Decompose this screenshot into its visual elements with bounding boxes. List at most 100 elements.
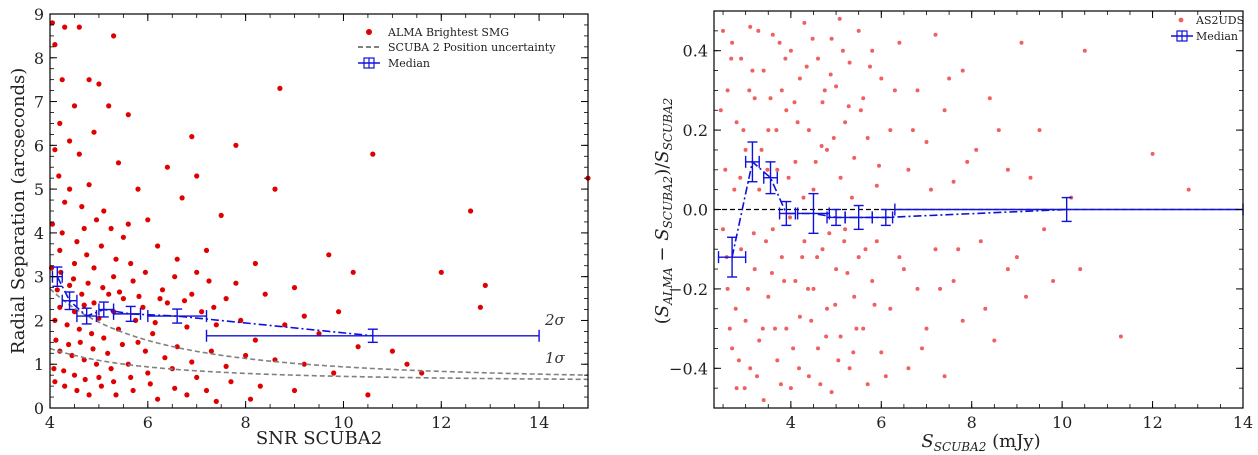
left-data-point [84,252,90,258]
left-data-point [194,374,200,380]
svg-text:SSCUBA2 (mJy): SSCUBA2 (mJy) [921,431,1040,454]
right-data-point [865,382,870,387]
right-data-point [978,239,983,244]
left-data-point [468,208,474,214]
right-data-point [870,48,875,53]
left-data-point [147,381,153,387]
right-data-point [829,390,834,395]
right-data-point [822,88,827,93]
right-data-point [840,48,845,53]
right-data-point [888,306,893,311]
right-data-point [745,286,750,291]
left-data-point [76,151,82,157]
right-data-point [827,231,832,236]
left-data-point [120,296,126,302]
right-data-point [865,136,870,140]
right-chart: 4 6 8 10 12 14 −0.4 −0.2 0.0 0.2 0.4 SSCUBA2 (mJy)… [652,10,1253,454]
right-data-point [987,96,992,101]
left-data-point [57,304,63,310]
right-data-point [996,128,1001,133]
right-data-point [768,96,773,101]
left-median-point [205,328,540,344]
left-data-point [243,352,249,359]
left-data-point [277,85,283,91]
right-data-point [833,302,838,307]
left-data-point [59,230,65,236]
right-legend-label-median: Median [1196,30,1238,43]
right-data-point [721,227,725,232]
left-data-point [262,291,268,297]
left-data-point [331,370,337,376]
left-data-point [136,293,142,299]
right-data-point [1037,128,1042,133]
left-data-point [189,291,195,297]
right-y-tick-label: 0.2 [683,121,708,140]
left-data-point [67,186,73,192]
left-data-point [164,300,170,306]
right-data-point [779,88,784,93]
right-data-point [849,195,854,200]
left-data-point [208,348,214,354]
left-data-point [370,151,376,157]
right-data-point [793,279,798,283]
left-data-point [69,352,75,359]
right-data-point [852,155,857,160]
left-data-point [159,287,166,293]
right-data-point [734,386,739,391]
right-data-point [788,48,793,53]
left-y-tick-label: 2 [34,311,44,330]
right-data-point [752,96,757,101]
right-data-point [929,187,933,192]
right-data-point [806,128,811,133]
left-data-point [133,317,139,323]
left-x-tick-label: 12 [431,413,451,432]
left-median-point [98,301,115,318]
right-data-point [732,187,737,192]
left-data-point [77,339,83,345]
left-data-point [115,160,122,166]
right-data-point [775,358,780,363]
right-data-point [933,247,938,252]
right-data-point [877,163,881,168]
left-data-point [74,239,80,245]
right-data-point [901,267,906,272]
right-data-point [924,140,929,144]
right-data-point [892,88,897,93]
right-y-tick-label: −0.2 [669,280,708,299]
left-data-point [79,291,85,297]
left-data-point [203,247,210,253]
left-data-point [70,276,77,282]
right-data-point [818,382,823,387]
left-data-point [194,173,200,179]
right-data-point [851,350,856,355]
left-data-point [66,341,72,348]
left-data-point [49,20,56,26]
right-data-point [828,72,833,77]
right-ticks-layer: 4 6 8 10 12 14 −0.4 −0.2 0.0 0.2 0.4 [669,10,1253,432]
right-data-point [856,28,861,33]
left-data-point [189,134,195,140]
left-data-point [108,225,114,232]
left-data-point [282,322,288,328]
left-data-point [130,387,136,394]
right-data-point [733,306,738,311]
right-data-point [770,227,775,232]
left-data-point [105,350,111,356]
right-y-tick-label: 0.0 [683,201,708,220]
right-data-point [820,247,825,252]
right-data-point [1019,40,1024,45]
right-data-point [727,326,732,331]
right-data-point [802,239,807,244]
left-y-tick-label: 1 [34,355,44,374]
left-data-point [56,173,62,179]
right-data-point [766,128,771,133]
right-data-point [760,326,765,331]
right-data-point [1005,267,1010,272]
left-data-point [71,103,78,109]
right-legend-marker-points [1178,17,1184,23]
left-data-point [213,398,219,404]
right-data-point [960,318,965,323]
right-data-point [779,255,784,260]
